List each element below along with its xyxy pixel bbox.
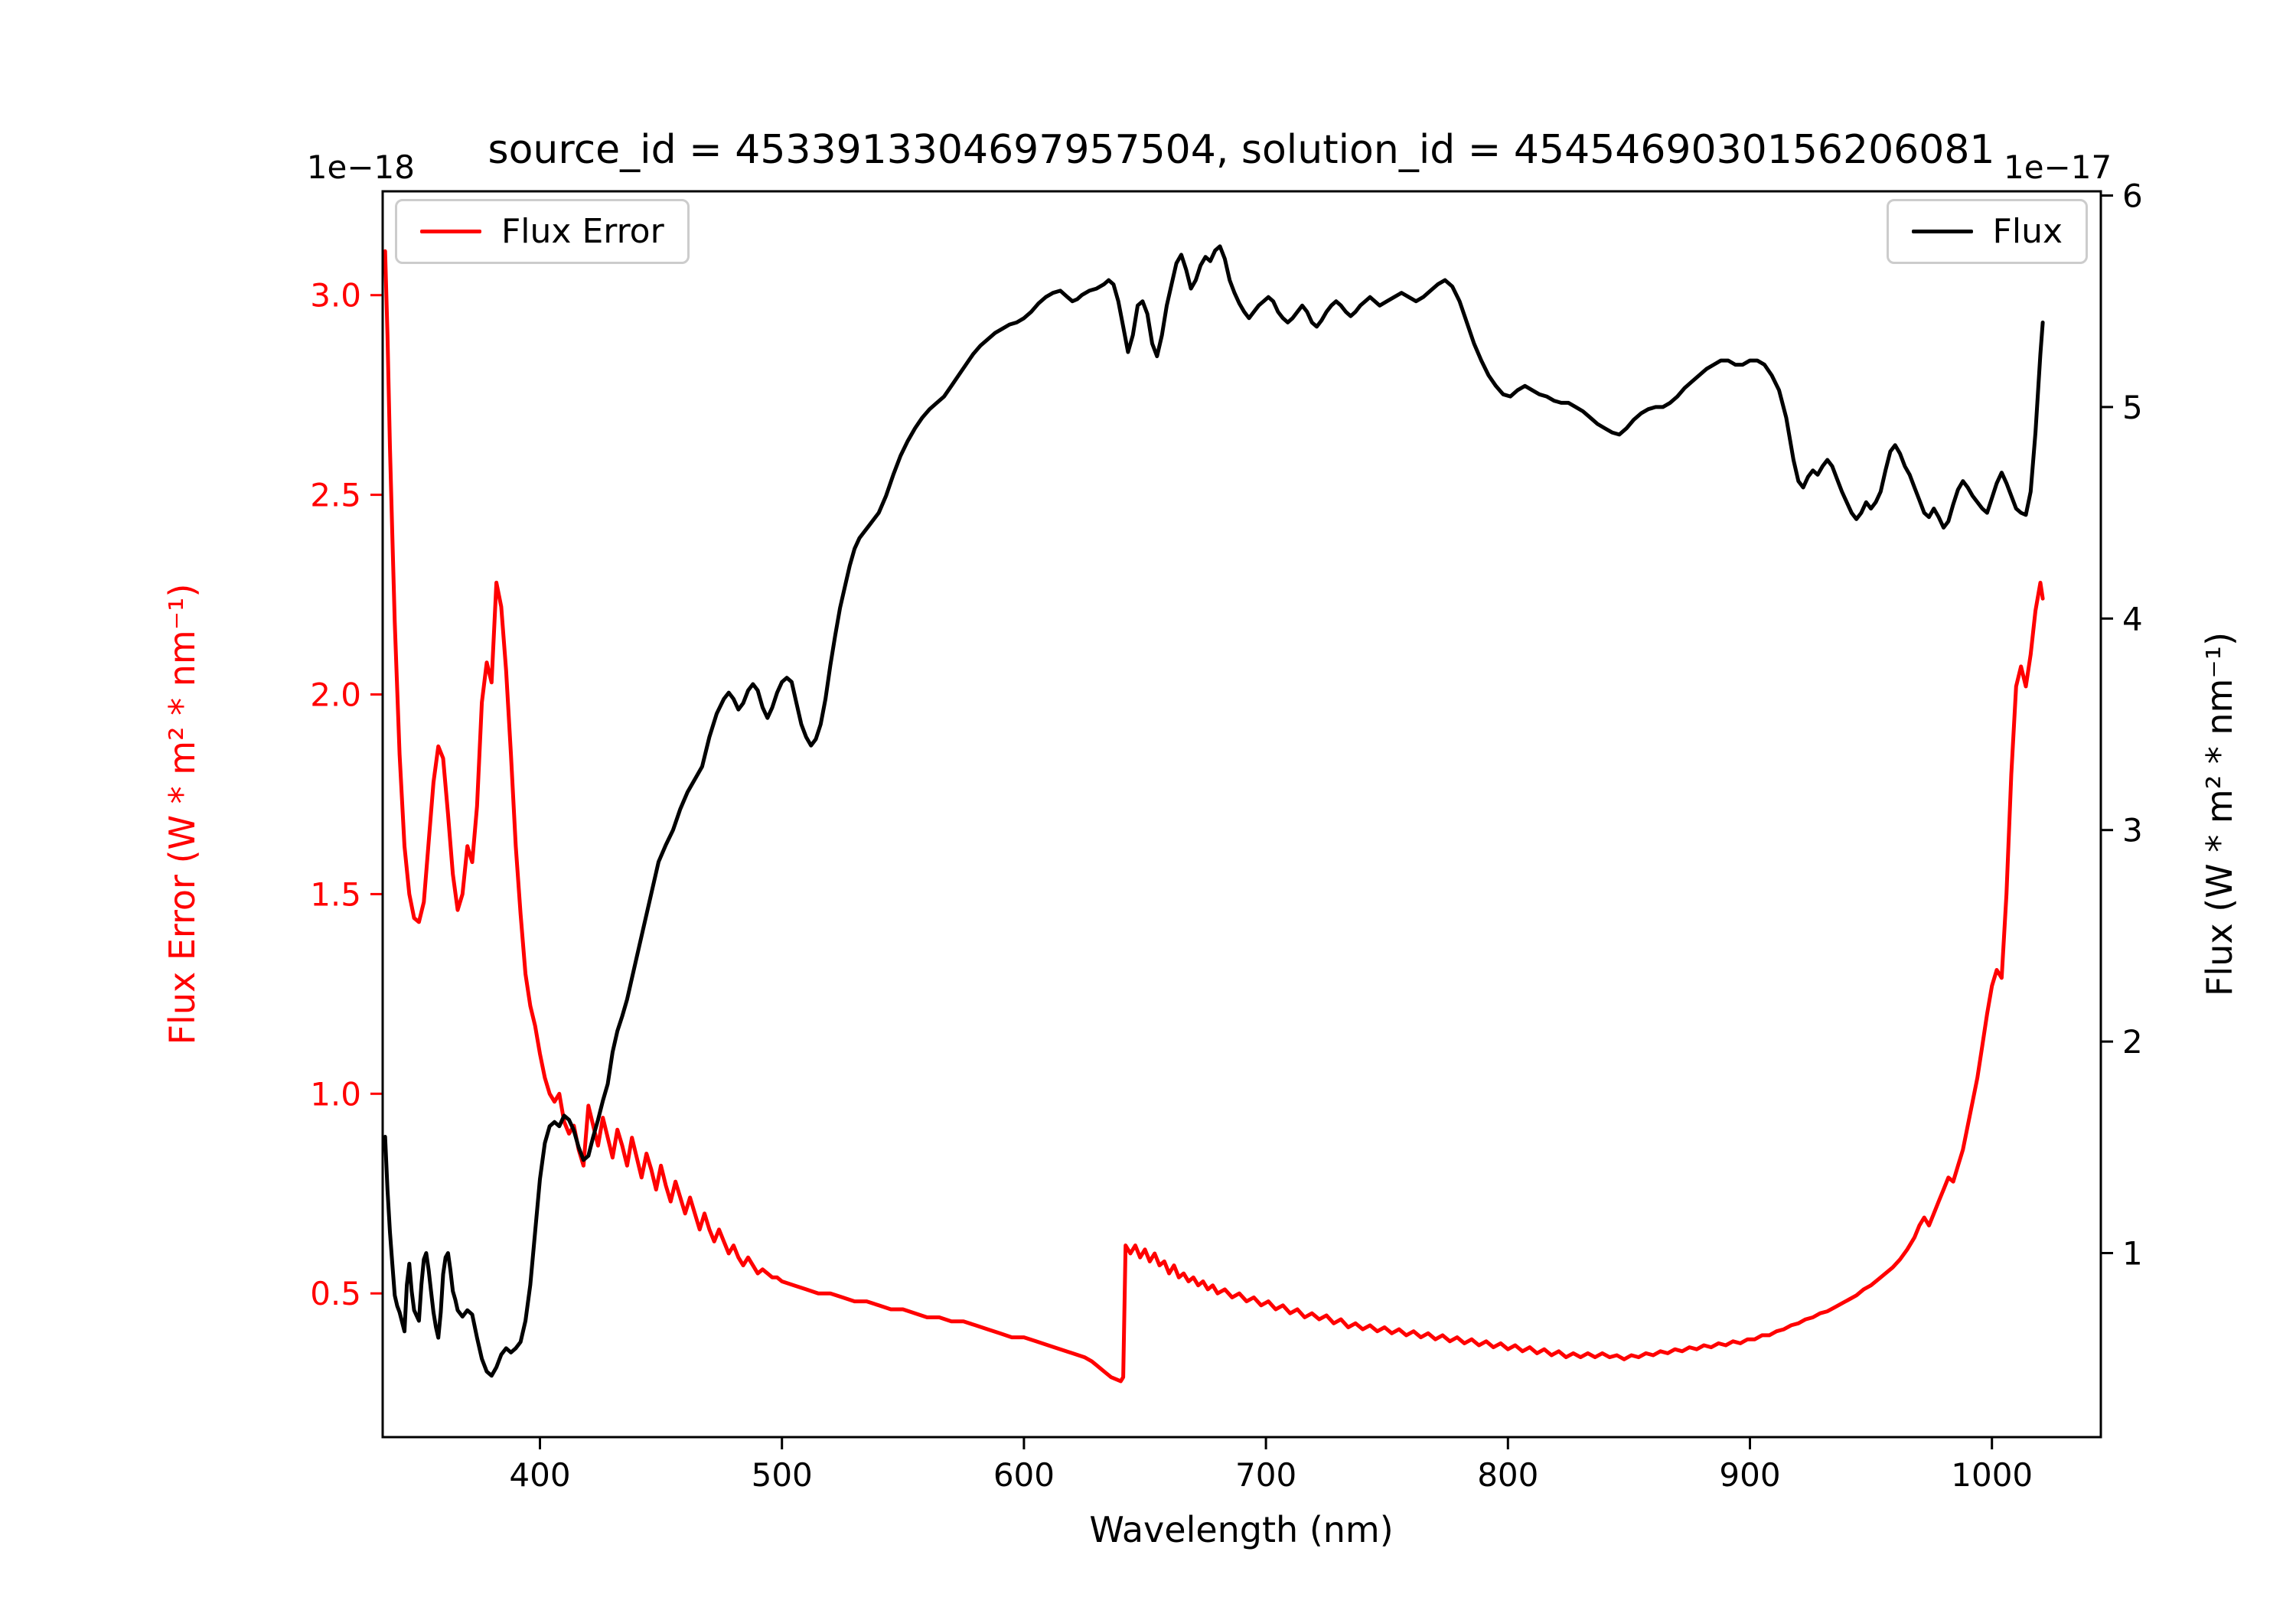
right-y-tick-label: 3 [2122,812,2143,849]
x-tick-label: 700 [1235,1456,1296,1494]
right-y-tick-label: 6 [2122,178,2143,215]
x-tick-label: 900 [1719,1456,1780,1494]
right-y-tick-label: 2 [2122,1023,2143,1061]
left-y-tick-label: 1.5 [310,875,361,913]
flux-line-sample-icon [1911,230,1973,233]
legend-flux-label: Flux [1992,212,2063,251]
axes-frame [381,190,2102,1439]
left-y-tick-label: 1.0 [310,1075,361,1113]
flux-line [383,244,2045,1378]
legend-flux-error: Flux Error [395,199,690,264]
right-y-tick-label: 5 [2122,389,2143,426]
legend-flux: Flux [1886,199,2088,264]
x-axis-label: Wavelength (nm) [1089,1509,1394,1550]
left-axis-offset-text: 1e−18 [306,148,415,186]
x-tick-label: 500 [752,1456,813,1494]
right-axis-offset-text: 1e−17 [2004,148,2112,186]
right-y-tick-label: 1 [2122,1235,2143,1273]
x-tick-label: 1000 [1951,1456,2033,1494]
flux-error-line-sample-icon [420,230,481,233]
x-tick-label: 400 [509,1456,570,1494]
right-y-tick-label: 4 [2122,600,2143,637]
left-y-tick-label: 3.0 [310,277,361,315]
left-y-tick-label: 0.5 [310,1275,361,1312]
left-y-tick-label: 2.0 [310,676,361,714]
x-tick-label: 600 [993,1456,1055,1494]
left-y-tick-label: 2.5 [310,477,361,514]
y-axis-label-left: Flux Error (W * m² * nm⁻¹) [161,583,203,1045]
chart-title: source_id = 4533913304697957504, solutio… [488,127,1995,173]
y-axis-label-right: Flux (W * m² * nm⁻¹) [2199,631,2240,997]
flux-error-line [383,249,2045,1384]
x-tick-label: 800 [1477,1456,1538,1494]
legend-flux-error-label: Flux Error [501,212,664,251]
